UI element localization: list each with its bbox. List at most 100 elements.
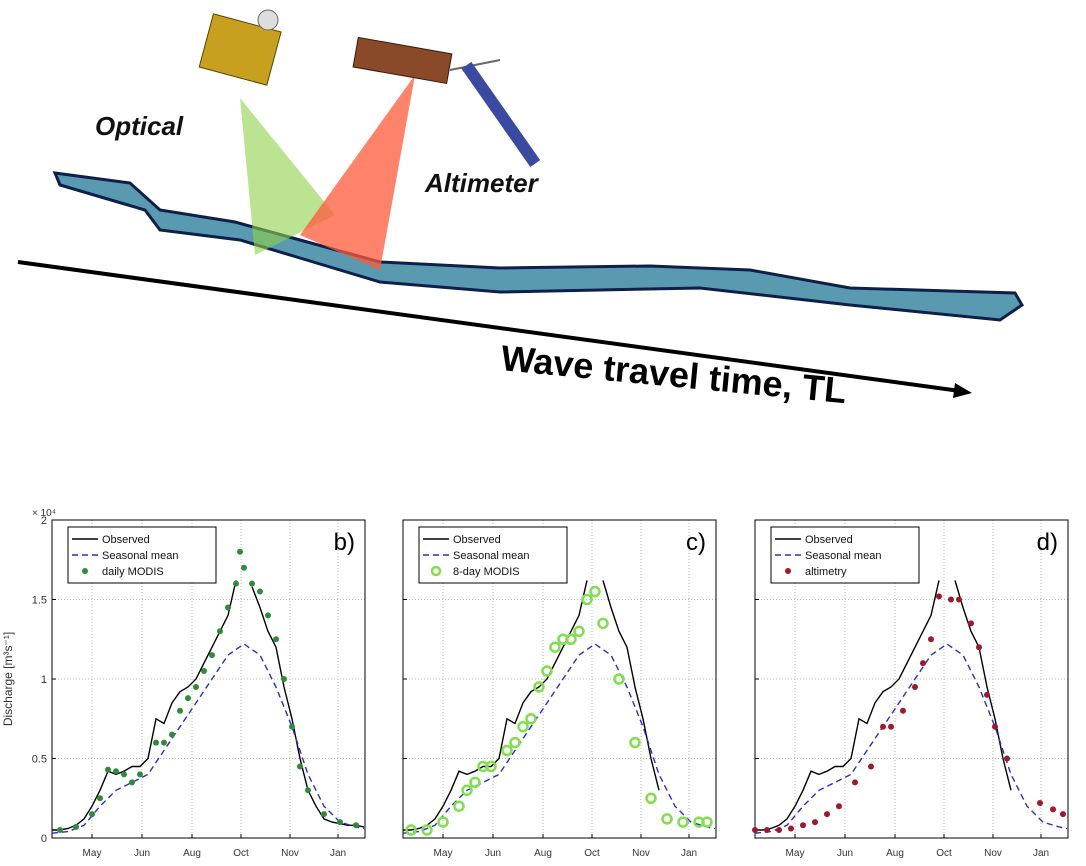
wave-label: Wave travel time, TL <box>499 337 848 411</box>
data-point <box>485 760 497 773</box>
data-point <box>469 776 481 789</box>
data-point <box>880 723 886 730</box>
data-point <box>956 596 962 603</box>
x-tick-label: Aug <box>534 848 552 859</box>
legend-label: daily MODIS <box>102 566 164 578</box>
data-point <box>701 816 713 828</box>
data-point <box>984 691 990 698</box>
data-point <box>225 604 231 611</box>
data-point <box>517 720 529 733</box>
data-point <box>169 731 175 738</box>
plot-frame <box>754 519 1069 839</box>
legend-label: Seasonal mean <box>102 550 178 562</box>
data-point <box>153 739 159 746</box>
data-point <box>201 668 207 675</box>
x-tick-label: May <box>434 848 453 859</box>
data-point <box>1037 800 1043 807</box>
data-point <box>89 811 95 818</box>
data-point <box>992 723 998 730</box>
x-tick-label: Oct <box>936 848 952 859</box>
data-point <box>405 824 417 836</box>
data-point <box>645 792 657 804</box>
data-point <box>776 827 782 834</box>
data-point <box>237 548 243 555</box>
data-point <box>501 744 513 757</box>
data-point <box>129 779 135 786</box>
data-point <box>900 707 906 714</box>
data-point <box>613 673 625 685</box>
data-point <box>137 771 143 778</box>
data-point <box>752 827 758 834</box>
data-point <box>437 816 449 828</box>
data-point <box>273 636 279 643</box>
series-line <box>402 643 716 834</box>
legend-label: 8-day MODIS <box>453 566 520 578</box>
chart: May Jun Aug Oct Nov Jan c) Observed Seasonal mea… <box>402 519 717 859</box>
data-point <box>888 723 894 730</box>
data-point <box>1004 755 1010 762</box>
data-point <box>764 827 770 834</box>
y-tick-label: 1.5 <box>32 595 47 607</box>
data-point <box>321 811 327 818</box>
x-tick-label: Jan <box>330 848 346 859</box>
data-point <box>928 636 934 643</box>
chart: May Jun Aug Oct Nov Jan d) Observed Seasonal mea… <box>752 519 1069 859</box>
data-point <box>461 784 473 797</box>
data-point <box>57 827 63 834</box>
x-tick-label: Aug <box>886 848 904 859</box>
data-point <box>193 683 199 690</box>
data-point <box>233 580 239 587</box>
legend-label: Observed <box>102 534 150 546</box>
data-point <box>73 823 79 830</box>
data-point <box>97 795 103 802</box>
series-line <box>755 580 1012 831</box>
data-point <box>305 787 311 794</box>
data-point <box>661 813 673 825</box>
x-tick-label: Jan <box>1033 848 1049 859</box>
plot-frame <box>51 519 366 839</box>
y-tick-label: 1 <box>41 674 47 686</box>
altimeter-label: Altimeter <box>424 168 540 198</box>
legend-swatch <box>785 568 791 574</box>
data-point <box>629 736 641 749</box>
data-point <box>589 585 601 598</box>
data-point <box>868 763 874 770</box>
data-point <box>976 644 982 651</box>
data-point <box>597 617 609 630</box>
data-point <box>948 596 954 603</box>
data-point <box>453 800 465 812</box>
data-point <box>105 766 111 773</box>
x-tick-label: May <box>786 848 805 859</box>
legend-label: Seasonal mean <box>805 550 881 562</box>
data-point <box>541 665 553 677</box>
altimeter-beam <box>300 75 415 270</box>
data-point <box>920 660 926 667</box>
plot-frame <box>402 519 717 839</box>
data-point <box>297 763 303 770</box>
data-point <box>265 612 271 619</box>
data-point <box>936 593 942 600</box>
y-multiplier: × 10⁴ <box>32 508 56 519</box>
data-point <box>421 824 433 836</box>
data-point <box>209 652 215 659</box>
data-point <box>525 713 537 725</box>
diagram: Optical Altimeter Wave travel time, TL <box>17 9 1025 411</box>
arrow-head <box>953 383 972 398</box>
data-point <box>800 822 806 829</box>
panel-label: c) <box>686 529 706 556</box>
y-axis-label: Discharge [m³s⁻¹] <box>1 632 15 726</box>
data-point <box>185 695 191 702</box>
data-point <box>581 593 593 606</box>
data-point <box>241 564 247 571</box>
data-point <box>788 825 794 832</box>
x-tick-label: Aug <box>183 848 201 859</box>
data-point <box>812 819 818 826</box>
data-point <box>113 768 119 775</box>
x-tick-label: Nov <box>281 848 299 859</box>
y-tick-label: 0.5 <box>32 754 47 766</box>
panel-label: d) <box>1037 529 1058 556</box>
data-point <box>912 683 918 690</box>
data-point <box>289 723 295 730</box>
data-point <box>824 811 830 818</box>
y-tick-label: 0 <box>41 833 47 845</box>
